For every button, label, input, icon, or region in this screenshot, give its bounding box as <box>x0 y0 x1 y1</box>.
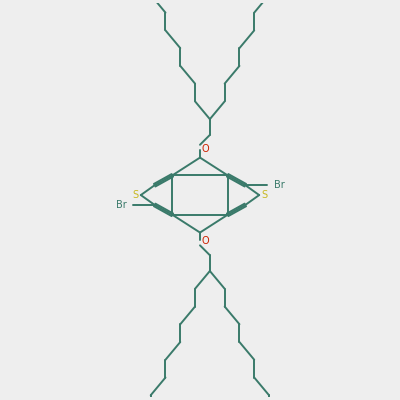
Text: Br: Br <box>116 200 126 210</box>
Text: O: O <box>201 236 209 246</box>
Text: Br: Br <box>274 180 284 190</box>
Text: O: O <box>201 144 209 154</box>
Text: S: S <box>133 190 139 200</box>
Text: S: S <box>261 190 267 200</box>
